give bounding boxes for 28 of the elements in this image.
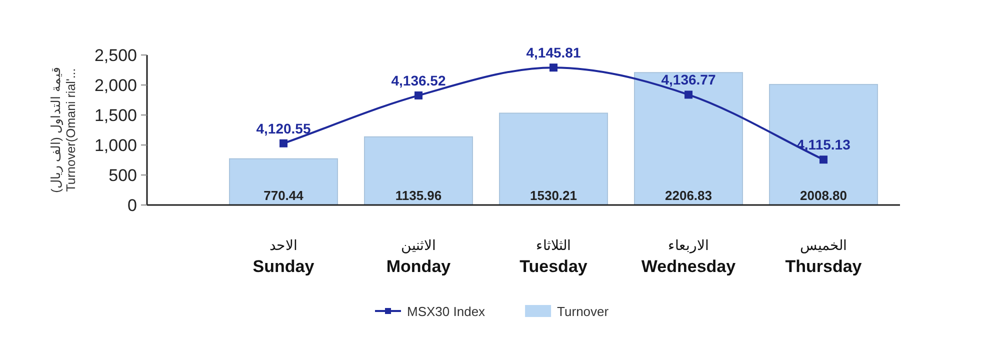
legend-label: MSX30 Index <box>407 304 486 319</box>
bar <box>499 112 608 206</box>
y-tick-label: 1,000 <box>94 136 137 155</box>
bar <box>229 158 338 206</box>
data-label: 4,136.52 <box>391 72 446 88</box>
data-label: 2206.83 <box>665 188 712 203</box>
point <box>550 64 558 72</box>
point <box>414 91 422 100</box>
data-label: 4,136.77 <box>661 72 716 88</box>
data-label: 4,120.55 <box>256 120 311 136</box>
bar <box>769 84 878 206</box>
legend-label: Turnover <box>557 304 610 319</box>
point <box>684 90 692 99</box>
bar <box>634 72 743 206</box>
data-label: 4,115.13 <box>796 136 851 153</box>
y-tick-label: 2,000 <box>94 76 137 95</box>
y-tick-label: 2,500 <box>94 46 137 65</box>
point <box>280 139 288 148</box>
data-label: 1530.21 <box>530 188 577 203</box>
data-label: 770.44 <box>264 188 304 203</box>
y-tick-label: 0 <box>128 196 137 215</box>
point <box>820 156 828 164</box>
y-tick-label: 1,500 <box>94 106 137 125</box>
data-label: 1135.96 <box>395 188 442 203</box>
data-label: 2008.80 <box>800 188 847 203</box>
data-label: 4,145.81 <box>526 44 581 61</box>
bar <box>364 136 473 206</box>
y-tick-label: 500 <box>108 166 137 185</box>
